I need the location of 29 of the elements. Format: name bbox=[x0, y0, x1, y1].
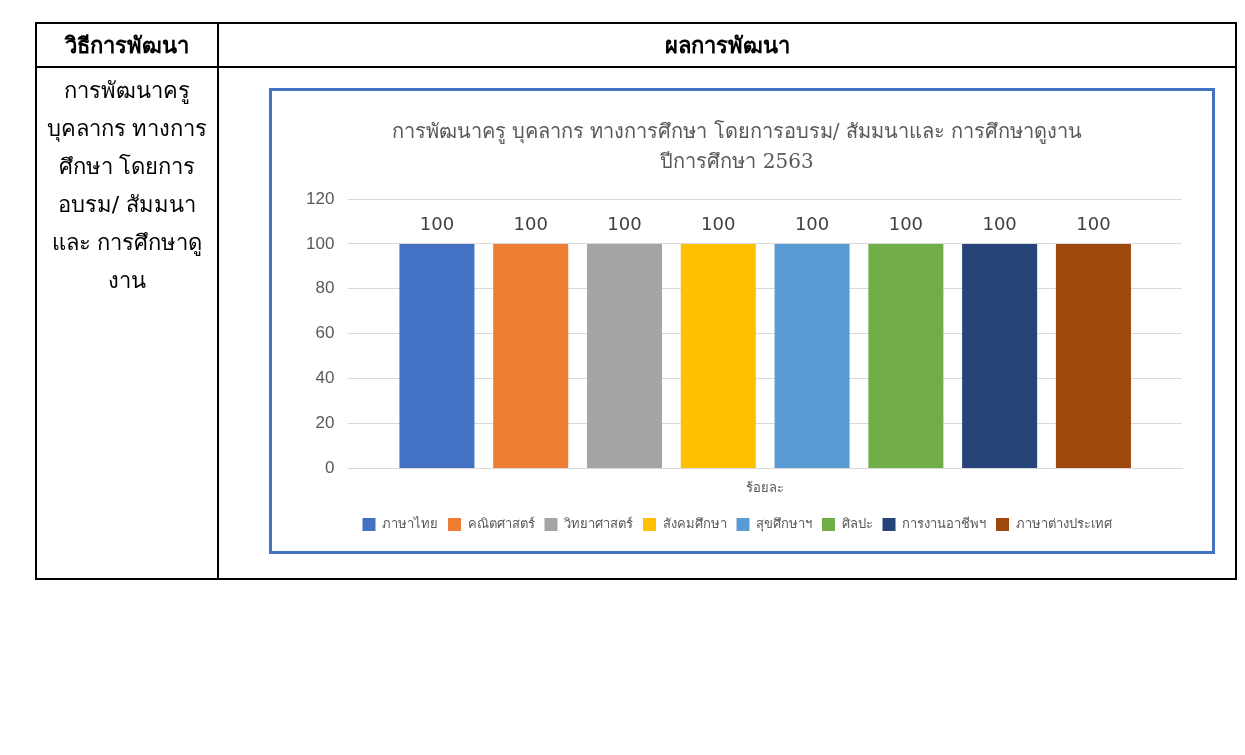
chart-subtitle: ปีการศึกษา 2563 bbox=[660, 149, 814, 174]
y-tick-label: 100 bbox=[305, 233, 335, 253]
x-tick-label: ร้อยละ bbox=[746, 479, 785, 495]
text: ผลการพัฒนา bbox=[218, 23, 1236, 67]
legend-label: ภาษาไทย bbox=[382, 515, 438, 531]
y-tick-label: 80 bbox=[315, 278, 335, 298]
data-label: 100 bbox=[419, 212, 455, 234]
legend-label: สุขศึกษาฯ bbox=[756, 515, 812, 532]
data-label: 100 bbox=[888, 212, 924, 234]
y-tick-label: 0 bbox=[324, 458, 335, 478]
text: การพัฒนาครู บุคลากร ทางการศึกษา โดยการอบรม/ สัมมนาและ การศึกษาดูงาน bbox=[36, 67, 218, 579]
text: วิธีการพัฒนา bbox=[36, 23, 218, 67]
y-tick-label: 60 bbox=[315, 323, 335, 343]
data-label: 100 bbox=[607, 212, 642, 234]
chart-title: การพัฒนาครู บุคลากร ทางการศึกษา โดยการอบรม/ สัมมนาและ การศึกษาดูงาน bbox=[391, 119, 1083, 145]
legend-label: สังคมศึกษา bbox=[662, 515, 727, 531]
legend-label: การงานอาชีพฯ bbox=[902, 515, 986, 531]
legend-label: ภาษาต่างประเทศ bbox=[1015, 515, 1113, 531]
data-label: 100 bbox=[982, 212, 1017, 234]
y-tick-label: 120 bbox=[305, 188, 335, 208]
data-label: 100 bbox=[701, 212, 736, 234]
legend-label: คณิตศาสตร์ bbox=[467, 515, 535, 531]
data-label: 100 bbox=[794, 212, 830, 234]
legend-label: ศิลปะ bbox=[841, 515, 873, 531]
y-tick-label: 40 bbox=[315, 368, 335, 388]
legend-label: วิทยาศาสตร์ bbox=[563, 515, 633, 531]
data-label: 100 bbox=[513, 212, 548, 234]
data-label: 100 bbox=[1076, 212, 1111, 234]
y-tick-label: 20 bbox=[315, 413, 335, 433]
